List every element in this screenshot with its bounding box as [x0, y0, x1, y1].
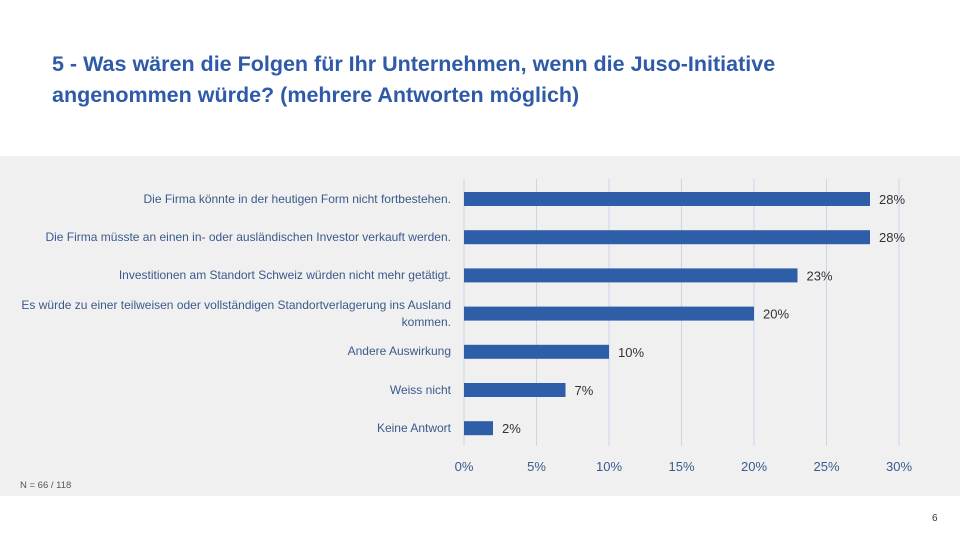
category-label: Keine Antwort [376, 420, 451, 435]
bar [464, 383, 566, 397]
x-tick-label: 5% [527, 459, 546, 474]
category-label: Die Firma könnte in der heutigen Form ni… [143, 191, 452, 206]
slide-title: 5 - Was wären die Folgen für Ihr Unterne… [52, 52, 776, 107]
bar [464, 192, 870, 206]
bar [464, 344, 609, 359]
data-label: 2% [502, 421, 521, 436]
x-tick-label: 15% [668, 459, 694, 474]
x-tick-label: 30% [886, 459, 912, 474]
bar [464, 306, 754, 321]
x-tick-label: 0% [455, 459, 474, 474]
category-label: Die Firma müsste an einen in- oder auslä… [45, 229, 451, 244]
data-label: 23% [807, 268, 833, 283]
category-label: Andere Auswirkung [347, 344, 451, 359]
bar [464, 230, 870, 245]
x-tick-label: 25% [813, 459, 839, 474]
category-label: Es würde zu einer teilweisen oder vollst… [21, 297, 451, 329]
data-label: 28% [879, 192, 905, 207]
sample-size-note: N = 66 / 118 [20, 480, 72, 491]
data-label: 28% [879, 230, 905, 245]
data-label: 20% [763, 307, 789, 322]
page-number: 6 [932, 513, 938, 524]
bar [464, 268, 798, 283]
chart-panel: 0% 5% 10% 15% 20% 25% 30% 28% 28% 23% 20% 10% 7% 2% D… [0, 156, 960, 496]
x-tick-label: 20% [741, 459, 767, 474]
bar-chart: 0% 5% 10% 15% 20% 25% 30% 28% 28% 23% 20% 10% 7% 2% [455, 179, 912, 474]
category-label: Weiss nicht [389, 382, 451, 397]
category-label: Investitionen am Standort Schweiz würden… [118, 267, 451, 282]
x-tick-label: 10% [596, 459, 622, 474]
bar [464, 421, 493, 436]
data-label: 7% [575, 383, 594, 398]
data-label: 10% [618, 345, 644, 360]
